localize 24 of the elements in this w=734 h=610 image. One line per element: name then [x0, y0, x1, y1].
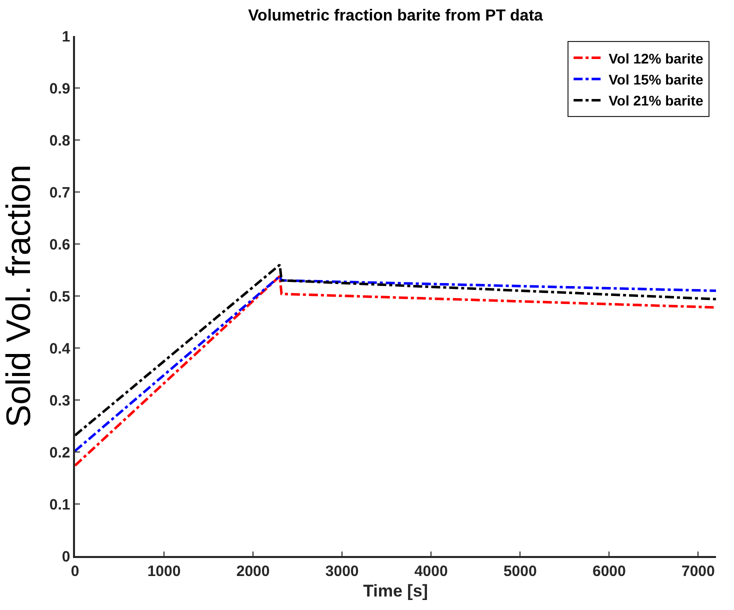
y-tick-label: 0.9 — [49, 80, 70, 98]
y-tick-label: 0.5 — [49, 288, 70, 306]
legend-label: Vol 12% barite — [608, 50, 704, 66]
y-tick-label: 0.2 — [49, 444, 70, 462]
x-tick-label: 5000 — [503, 562, 537, 580]
x-axis-title: Time [s] — [363, 582, 428, 601]
y-tick-label: 0.4 — [49, 340, 71, 358]
x-tick-label: 3000 — [325, 562, 359, 580]
y-tick-label: 0.3 — [49, 392, 70, 410]
chart-title: Volumetric fraction barite from PT data — [248, 7, 544, 24]
x-tick-label: 2000 — [236, 562, 270, 580]
x-tick-label: 6000 — [592, 562, 626, 580]
x-tick-label: 1000 — [147, 562, 181, 580]
x-tick-label: 4000 — [414, 562, 448, 580]
y-axis-title: Solid Vol. fraction — [0, 164, 38, 428]
y-tick-label: 0.1 — [49, 496, 70, 514]
y-tick-label: 0.7 — [49, 184, 70, 202]
legend-label: Vol 21% barite — [608, 92, 704, 109]
y-tick-label: 0.6 — [49, 236, 70, 254]
x-tick-label: 7000 — [682, 562, 715, 580]
y-tick-label: 0.8 — [49, 132, 70, 150]
legend-label: Vol 15% barite — [608, 71, 704, 88]
y-tick-label: 0 — [62, 548, 70, 566]
y-tick-label: 1 — [62, 28, 70, 46]
